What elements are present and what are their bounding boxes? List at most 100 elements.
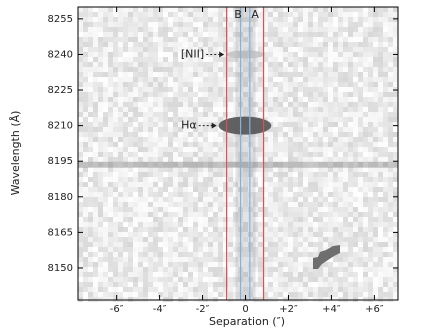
noise-pixel [213, 277, 218, 282]
noise-pixel [303, 132, 308, 137]
noise-pixel [293, 252, 298, 257]
noise-pixel [268, 137, 273, 142]
noise-pixel [333, 37, 338, 42]
noise-pixel [353, 212, 358, 217]
noise-pixel [148, 102, 153, 107]
noise-pixel [123, 17, 128, 22]
noise-pixel [168, 247, 173, 252]
noise-pixel [113, 217, 118, 222]
noise-pixel [333, 72, 338, 77]
noise-pixel [113, 187, 118, 192]
noise-pixel [118, 232, 123, 237]
noise-pixel [298, 207, 303, 212]
noise-pixel [343, 37, 348, 42]
noise-pixel [113, 7, 118, 12]
noise-pixel [348, 52, 353, 57]
noise-pixel [213, 242, 218, 247]
noise-pixel [328, 212, 333, 217]
noise-pixel [358, 92, 363, 97]
noise-pixel [343, 287, 348, 292]
noise-pixel [308, 197, 313, 202]
noise-pixel [228, 237, 233, 242]
noise-pixel [363, 7, 368, 12]
noise-pixel [218, 267, 223, 272]
noise-pixel [318, 182, 323, 187]
noise-pixel [178, 192, 183, 197]
noise-pixel [333, 257, 338, 262]
noise-pixel [198, 227, 203, 232]
noise-pixel [343, 237, 348, 242]
noise-pixel [378, 277, 383, 282]
noise-pixel [333, 177, 338, 182]
noise-pixel [363, 172, 368, 177]
noise-pixel [318, 217, 323, 222]
noise-pixel [303, 282, 308, 287]
noise-pixel [328, 102, 333, 107]
noise-pixel [223, 152, 228, 157]
noise-pixel [363, 52, 368, 57]
noise-pixel [158, 227, 163, 232]
noise-pixel [313, 112, 318, 117]
noise-pixel [78, 82, 83, 87]
noise-pixel [368, 147, 373, 152]
noise-pixel [323, 72, 328, 77]
noise-pixel [183, 177, 188, 182]
noise-pixel [323, 222, 328, 227]
noise-pixel [138, 237, 143, 242]
noise-pixel [138, 112, 143, 117]
noise-pixel [328, 147, 333, 152]
noise-pixel [218, 42, 223, 47]
noise-pixel [193, 137, 198, 142]
noise-pixel [303, 107, 308, 112]
noise-pixel [133, 72, 138, 77]
noise-pixel [98, 52, 103, 57]
noise-pixel [378, 97, 383, 102]
noise-pixel [93, 72, 98, 77]
noise-pixel [353, 7, 358, 12]
noise-pixel [303, 217, 308, 222]
noise-pixel [303, 197, 308, 202]
noise-pixel [158, 272, 163, 277]
noise-pixel [123, 7, 128, 12]
noise-pixel [83, 62, 88, 67]
noise-pixel [218, 192, 223, 197]
noise-pixel [273, 172, 278, 177]
noise-pixel [288, 127, 293, 132]
noise-pixel [278, 117, 283, 122]
noise-pixel [188, 257, 193, 262]
noise-pixel [108, 197, 113, 202]
noise-pixel [148, 17, 153, 22]
noise-pixel [138, 147, 143, 152]
noise-pixel [313, 17, 318, 22]
noise-pixel [343, 137, 348, 142]
noise-pixel [168, 267, 173, 272]
noise-pixel [318, 132, 323, 137]
noise-pixel [288, 27, 293, 32]
noise-pixel [178, 212, 183, 217]
noise-pixel [128, 62, 133, 67]
noise-pixel [183, 292, 188, 297]
noise-pixel [183, 207, 188, 212]
noise-pixel [323, 62, 328, 67]
noise-pixel [313, 97, 318, 102]
noise-pixel [358, 192, 363, 197]
noise-pixel [208, 87, 213, 92]
noise-pixel [103, 147, 108, 152]
noise-pixel [163, 52, 168, 57]
noise-pixel [388, 212, 393, 217]
noise-pixel [163, 217, 168, 222]
noise-pixel [118, 127, 123, 132]
noise-pixel [388, 172, 393, 177]
noise-pixel [108, 262, 113, 267]
noise-pixel [113, 122, 118, 127]
noise-pixel [173, 97, 178, 102]
noise-pixel [173, 22, 178, 27]
noise-pixel [108, 157, 113, 162]
noise-pixel [383, 242, 388, 247]
noise-pixel [93, 27, 98, 32]
noise-pixel [393, 147, 398, 152]
noise-pixel [383, 37, 388, 42]
noise-pixel [228, 112, 233, 117]
noise-pixel [143, 112, 148, 117]
noise-pixel [343, 152, 348, 157]
